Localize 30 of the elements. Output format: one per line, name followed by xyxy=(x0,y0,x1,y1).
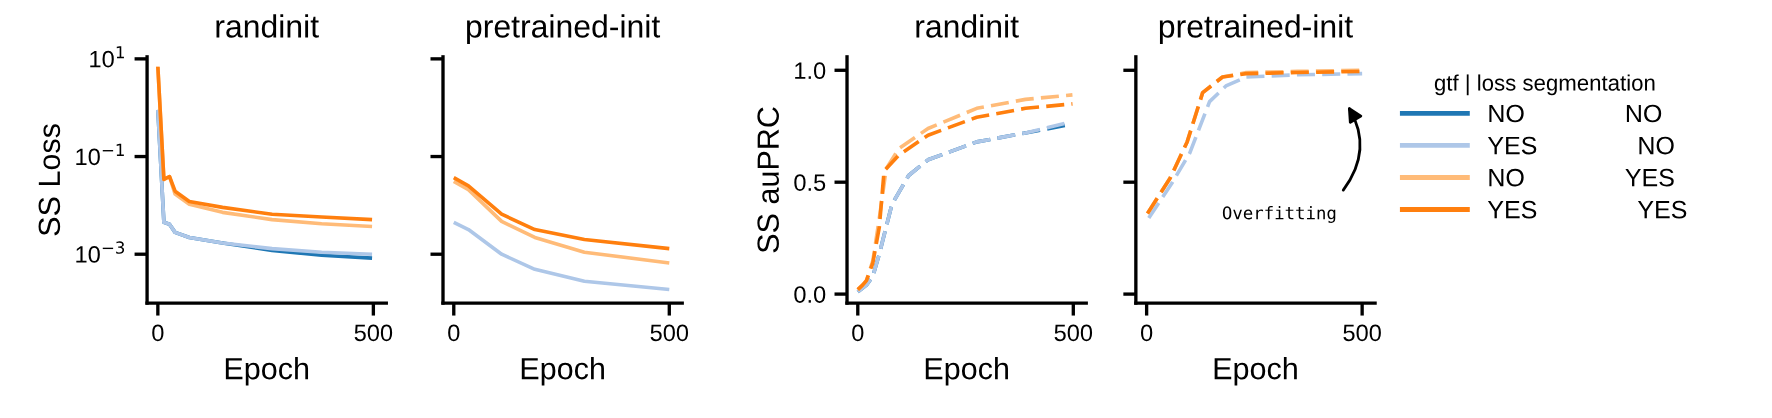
x-tick-label: 500 xyxy=(354,324,393,342)
chart-title: randinit xyxy=(916,14,1019,38)
legend-label: YES YES xyxy=(1487,200,1687,219)
legend-label: YES NO xyxy=(1487,136,1674,155)
y-tick-label: 10$^{−1}$ xyxy=(76,143,124,166)
chart-title: pretrained-init xyxy=(1159,14,1353,45)
x-tick-label: 500 xyxy=(1343,324,1381,342)
legend-title: gtf | loss segmentation xyxy=(1434,74,1655,96)
x-tick-label: 0 xyxy=(448,324,460,342)
x-tick-label: 500 xyxy=(650,324,689,342)
chart-title: pretrained-init xyxy=(467,14,661,45)
y-tick-label: 10$^{−3}$ xyxy=(76,241,125,263)
y-axis-title: SS auPRC xyxy=(757,107,779,253)
x-tick-label: 0 xyxy=(852,324,864,342)
y-tick-label: 10$^{1}$ xyxy=(90,46,124,68)
x-tick-label: 0 xyxy=(152,324,164,342)
x-axis-title: Epoch xyxy=(225,357,309,386)
y-tick-label: 0.5 xyxy=(794,174,826,191)
chart-title: randinit xyxy=(216,14,319,38)
x-tick-label: 0 xyxy=(1140,324,1153,342)
annotation: Overfitting xyxy=(1222,205,1336,223)
legend-label: NO NO xyxy=(1489,104,1662,123)
y-axis-title: SS Loss xyxy=(38,124,61,236)
y-tick-label: 1.0 xyxy=(795,62,826,80)
legend-label: NO YES xyxy=(1489,168,1674,187)
x-axis-title: Epoch xyxy=(1214,357,1297,386)
x-axis-title: Epoch xyxy=(925,357,1008,386)
x-tick-label: 500 xyxy=(1054,324,1093,342)
y-tick-label: 0.0 xyxy=(794,286,826,303)
x-axis-title: Epoch xyxy=(521,357,604,386)
